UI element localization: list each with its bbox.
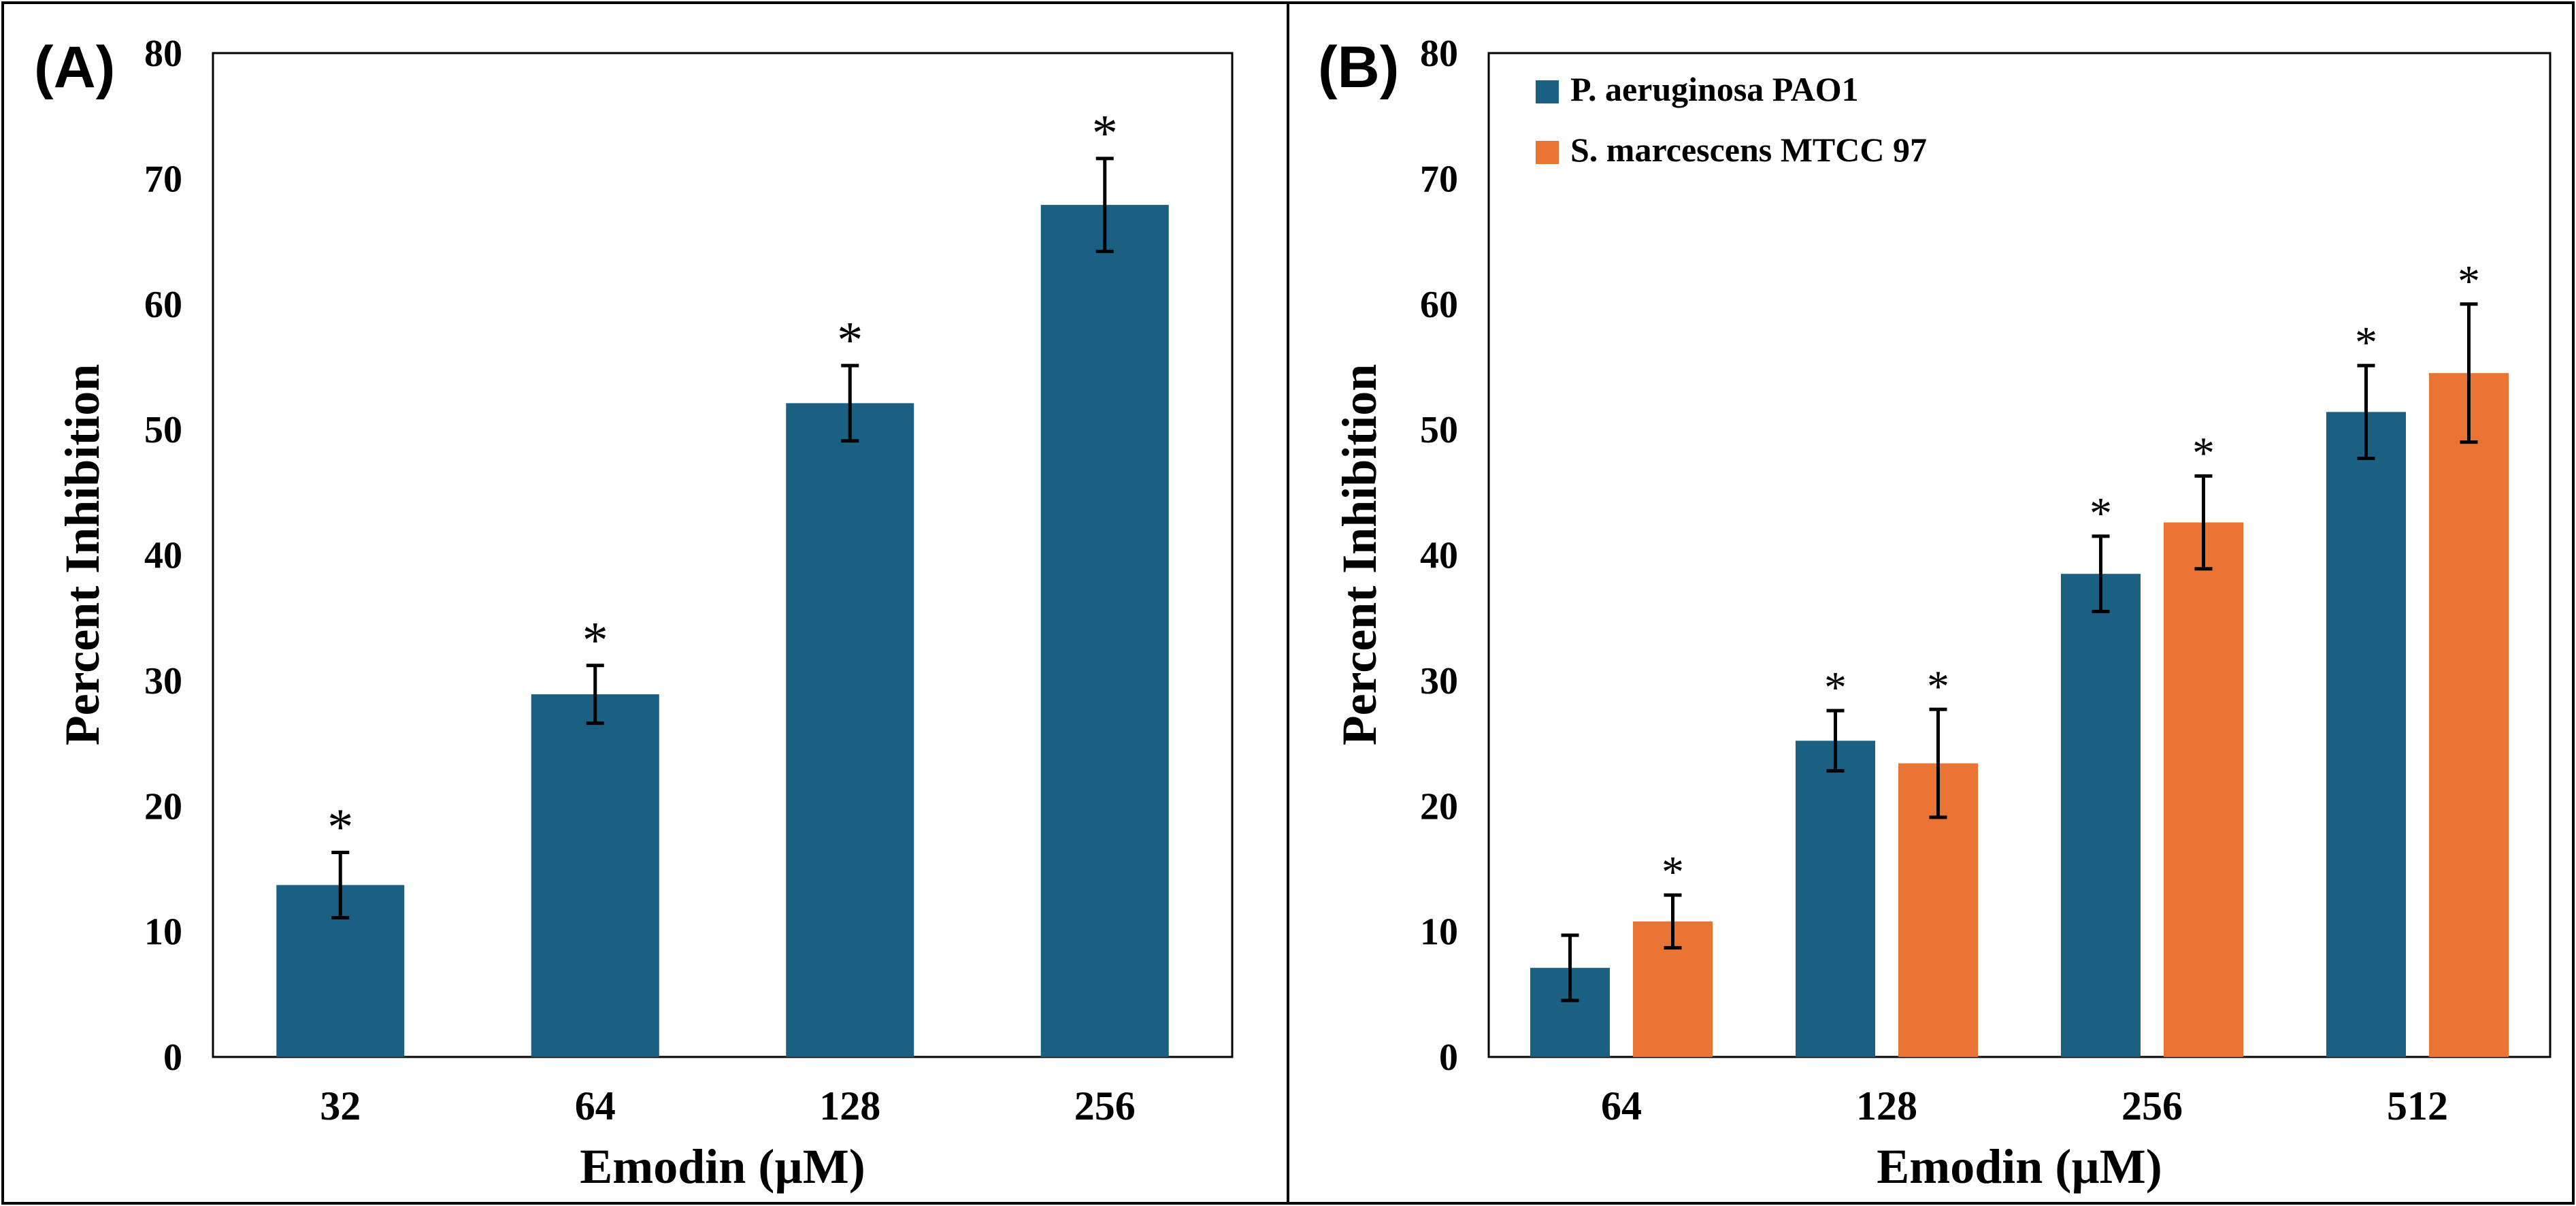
- y-tick-label-a: 10: [144, 911, 182, 954]
- y-tick-label-a: 80: [144, 33, 182, 75]
- plot-area-frame-b: [1487, 52, 2552, 1058]
- significance-marker-a: *: [1092, 105, 1118, 162]
- x-tick-label-a: 128: [819, 1083, 880, 1128]
- panel-label-b: (B): [1318, 35, 1399, 100]
- x-axis-title-b: Emodin (µM): [1877, 1139, 2162, 1194]
- error-bar-a-s1-64: [586, 664, 604, 726]
- x-tick-label-a: 256: [1074, 1083, 1136, 1128]
- significance-marker-b: *: [1662, 847, 1684, 897]
- bar-b-s1-128: [1796, 740, 1875, 1057]
- bar-b-s1-512: [2326, 412, 2406, 1057]
- significance-marker-b: *: [1927, 662, 1949, 711]
- y-tick-label-b: 30: [1420, 660, 1458, 702]
- error-bar-a-s1-32: [331, 850, 350, 919]
- x-tick-label-b: 512: [2387, 1083, 2448, 1128]
- y-tick-label-a: 20: [144, 785, 182, 828]
- error-bar-b-s2-256: [2194, 474, 2213, 571]
- x-tick-label-b: 256: [2121, 1083, 2183, 1128]
- error-bar-b-s2-64: [1664, 893, 1682, 950]
- bar-a-s1-128: [786, 403, 914, 1057]
- y-tick-label-b: 60: [1420, 284, 1458, 326]
- error-bar-b-s1-64: [1561, 933, 1579, 1003]
- error-bar-b-s1-512: [2357, 363, 2375, 461]
- y-tick-label-a: 40: [144, 535, 182, 577]
- y-tick-label-a: 0: [163, 1037, 182, 1079]
- y-tick-label-b: 70: [1420, 158, 1458, 200]
- bar-b-s2-256: [2164, 522, 2243, 1057]
- significance-marker-b: *: [2090, 489, 2112, 538]
- bar-a-s1-256: [1040, 205, 1169, 1057]
- error-bar-b-s2-512: [2460, 302, 2478, 444]
- y-tick-label-b: 40: [1420, 535, 1458, 577]
- y-tick-label-b: 0: [1439, 1037, 1458, 1079]
- significance-marker-a: *: [327, 798, 353, 855]
- y-tick-label-b: 50: [1420, 409, 1458, 451]
- y-tick-label-a: 70: [144, 158, 182, 200]
- error-bar-b-s2-128: [1929, 707, 1947, 819]
- y-tick-label-a: 30: [144, 660, 182, 702]
- legend-swatch-pao1: [1536, 80, 1559, 103]
- error-bar-b-s1-128: [1826, 708, 1845, 773]
- y-tick-label-a: 50: [144, 409, 182, 451]
- x-tick-label-a: 64: [575, 1083, 616, 1128]
- significance-marker-a: *: [837, 312, 863, 369]
- significance-marker-b: *: [1824, 663, 1847, 713]
- y-axis-title-b: Percent Inhibition: [1332, 364, 1387, 746]
- legend-label-mtcc97: S. marcescens MTCC 97: [1570, 131, 1927, 169]
- bar-b-s2-512: [2429, 373, 2509, 1057]
- y-tick-label-b: 20: [1420, 785, 1458, 828]
- error-bar-b-s1-256: [2092, 534, 2110, 613]
- chart-panel-b: (B) Percent Inhibition Emodin (µM) P. ae…: [1318, 33, 2552, 1194]
- plot-area-frame-a: [212, 52, 1234, 1058]
- panel-label-a: (A): [34, 35, 115, 100]
- significance-marker-b: *: [2458, 257, 2480, 306]
- error-bar-a-s1-256: [1095, 157, 1114, 253]
- chart-panel-a: (A) Percent Inhibition Emodin (µM) 0 10 20…: [34, 33, 1234, 1194]
- x-axis-title-a: Emodin (µM): [580, 1139, 865, 1194]
- legend: P. aeruginosa PAO1 S. marcescens MTCC 97: [1536, 70, 1927, 169]
- significance-marker-b: *: [2192, 428, 2215, 478]
- legend-label-pao1: P. aeruginosa PAO1: [1570, 70, 1859, 108]
- y-tick-label-b: 80: [1420, 33, 1458, 75]
- x-tick-label-b: 64: [1601, 1083, 1642, 1128]
- bar-b-s1-256: [2061, 574, 2141, 1057]
- legend-swatch-mtcc97: [1536, 141, 1559, 164]
- y-tick-label-a: 60: [144, 284, 182, 326]
- significance-marker-a: *: [582, 612, 608, 669]
- error-bar-a-s1-128: [841, 363, 859, 443]
- x-tick-label-b: 128: [1856, 1083, 1917, 1128]
- x-tick-label-a: 32: [320, 1083, 361, 1128]
- bar-a-s1-64: [531, 694, 659, 1057]
- y-axis-title-a: Percent Inhibition: [55, 364, 110, 746]
- significance-marker-b: *: [2355, 318, 2377, 368]
- y-tick-label-b: 10: [1420, 911, 1458, 954]
